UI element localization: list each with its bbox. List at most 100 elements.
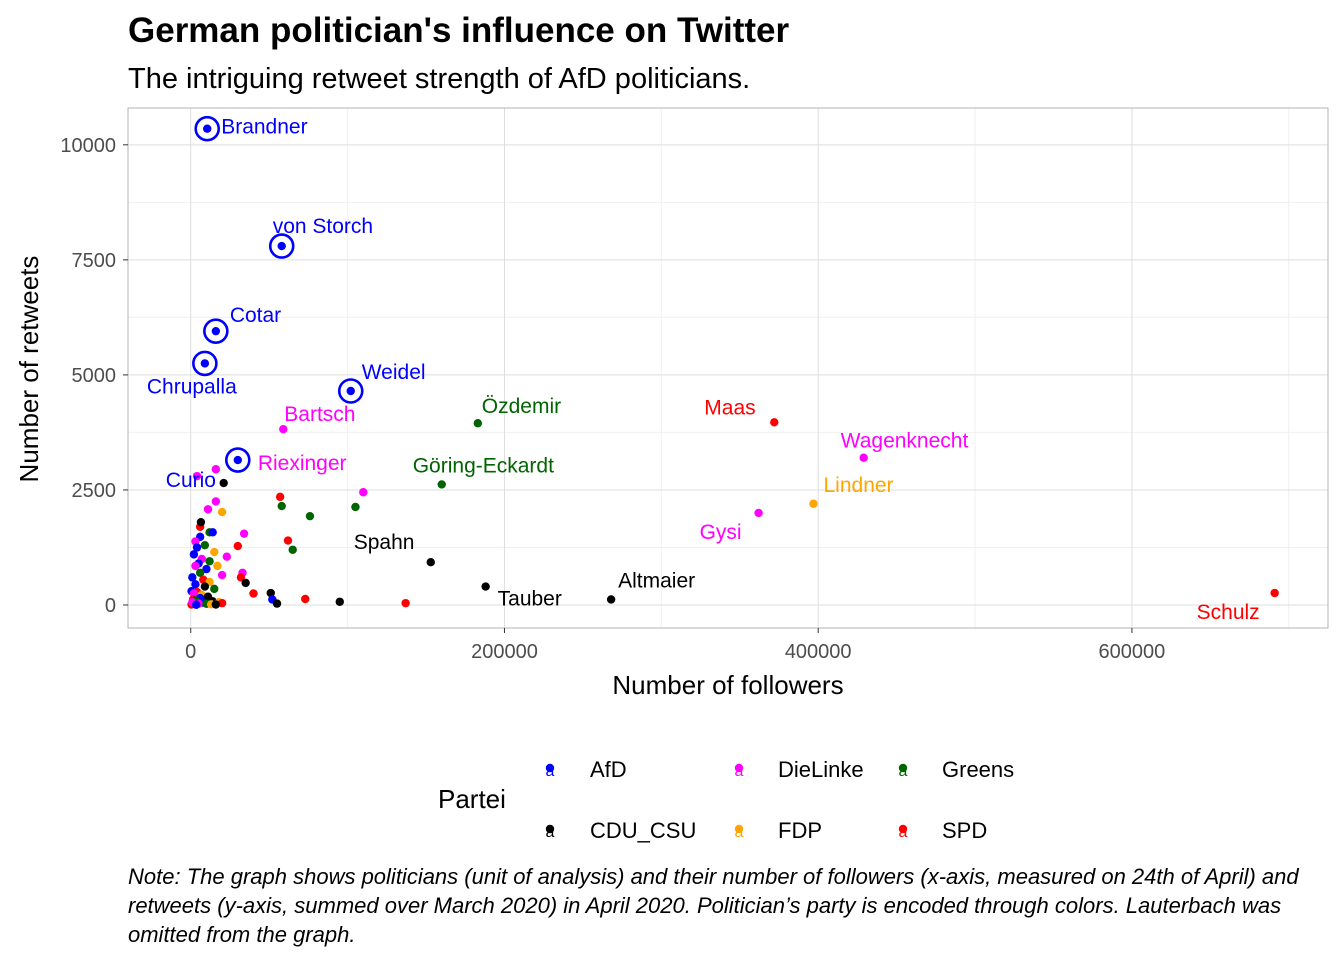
legend-label: SPD: [942, 818, 987, 843]
y-axis-title: Number of retweets: [14, 256, 44, 483]
point-label: Altmaier: [618, 569, 695, 592]
data-point: [210, 584, 219, 594]
data-point: [351, 502, 360, 512]
data-point: [188, 573, 197, 582]
legend-label: Greens: [942, 757, 1014, 782]
legend-label: FDP: [778, 818, 822, 843]
data-point: [217, 507, 227, 517]
point-label: Riexinger: [258, 452, 347, 475]
data-point: [481, 582, 490, 591]
highlight-ring: [225, 447, 251, 473]
data-point: [437, 480, 446, 489]
data-point: [200, 359, 210, 368]
legend-key-glyph: a: [899, 824, 908, 841]
point-label: von Storch: [273, 215, 373, 238]
legend-key-glyph: a: [735, 763, 744, 780]
data-point: [279, 425, 288, 434]
data-point: [217, 570, 227, 580]
highlight-ring: [337, 378, 364, 404]
data-point: [211, 465, 221, 474]
data-point: [426, 557, 435, 567]
data-point: [196, 517, 206, 527]
point-label: Schulz: [1197, 601, 1260, 624]
data-point: [211, 600, 221, 609]
axis-ticks: 0 200000 400000 600000 0 2500 5000 7500 10000: [60, 135, 1165, 663]
data-point: [401, 598, 410, 608]
chart-caption: Note: The graph shows politicians (unit …: [128, 864, 1299, 947]
chart-title: German politician's influence on Twitter: [128, 11, 789, 50]
legend: a AfD a DieLinke a Greens a CDU_CSU a FDP a SPD: [546, 757, 1015, 843]
x-tick-label: 600000: [1099, 641, 1166, 663]
y-tick-label: 0: [105, 595, 116, 617]
point-label: Spahn: [354, 531, 415, 554]
data-point: [213, 561, 222, 571]
data-point: [473, 419, 483, 428]
y-tick-label: 5000: [72, 365, 117, 387]
data-point: [288, 545, 297, 554]
data-point: [305, 511, 315, 521]
point-label: Chrupalla: [147, 375, 237, 398]
data-point: [192, 543, 202, 552]
data-points: [187, 115, 1279, 609]
chart-subtitle: The intriguing retweet strength of AfD p…: [128, 63, 750, 95]
data-point: [359, 488, 368, 497]
data-point: [191, 561, 200, 571]
data-point: [233, 455, 243, 465]
data-point: [277, 501, 286, 511]
legend-title: Partei: [438, 784, 506, 814]
data-point: [200, 582, 210, 591]
legend-key-glyph: a: [546, 824, 555, 841]
legend-key-point: [734, 763, 744, 773]
data-point: [211, 326, 221, 336]
x-tick-label: 400000: [785, 641, 852, 663]
data-point: [754, 508, 763, 518]
data-point: [241, 578, 250, 588]
data-point: [249, 589, 258, 598]
point-label: Gysi: [700, 521, 742, 544]
highlight-ring: [192, 350, 218, 377]
panel-border: [127, 107, 1329, 629]
data-point: [346, 386, 355, 396]
data-point: [202, 564, 211, 574]
x-tick-label: 0: [185, 641, 196, 663]
data-point: [189, 550, 199, 559]
legend-label: AfD: [590, 757, 627, 782]
legend-key-glyph: a: [546, 763, 555, 780]
point-label: Cotar: [230, 304, 281, 327]
point-label: Wagenknecht: [841, 430, 969, 453]
data-point: [203, 124, 212, 133]
legend-key-glyph: a: [735, 824, 744, 841]
legend-key-point: [545, 824, 555, 834]
data-point: [203, 505, 213, 514]
data-point: [266, 588, 275, 598]
y-tick-label: 7500: [72, 250, 117, 272]
data-point: [1270, 588, 1279, 598]
data-point: [277, 241, 286, 251]
data-point: [236, 573, 246, 582]
legend-key-glyph: a: [899, 763, 908, 780]
data-point: [219, 478, 228, 488]
legend-key-point: [545, 763, 555, 773]
x-axis-title: Number of followers: [612, 670, 843, 700]
highlight-ring: [194, 115, 221, 142]
legend-key-point: [898, 763, 908, 773]
point-label: Özdemir: [482, 395, 561, 418]
grid: [128, 108, 1328, 628]
data-point: [275, 492, 285, 502]
data-point: [192, 600, 201, 609]
data-point: [222, 552, 232, 561]
x-tick-label: 200000: [471, 641, 538, 663]
point-label: Curio: [166, 469, 216, 492]
data-point: [191, 580, 200, 589]
point-label: Tauber: [498, 588, 562, 611]
legend-label: CDU_CSU: [590, 818, 696, 843]
highlight-ring: [268, 233, 295, 259]
data-point: [217, 598, 227, 608]
legend-label: DieLinke: [778, 757, 864, 782]
data-point: [809, 499, 818, 508]
data-point: [859, 453, 868, 462]
data-point: [200, 540, 210, 550]
data-point: [210, 547, 219, 557]
